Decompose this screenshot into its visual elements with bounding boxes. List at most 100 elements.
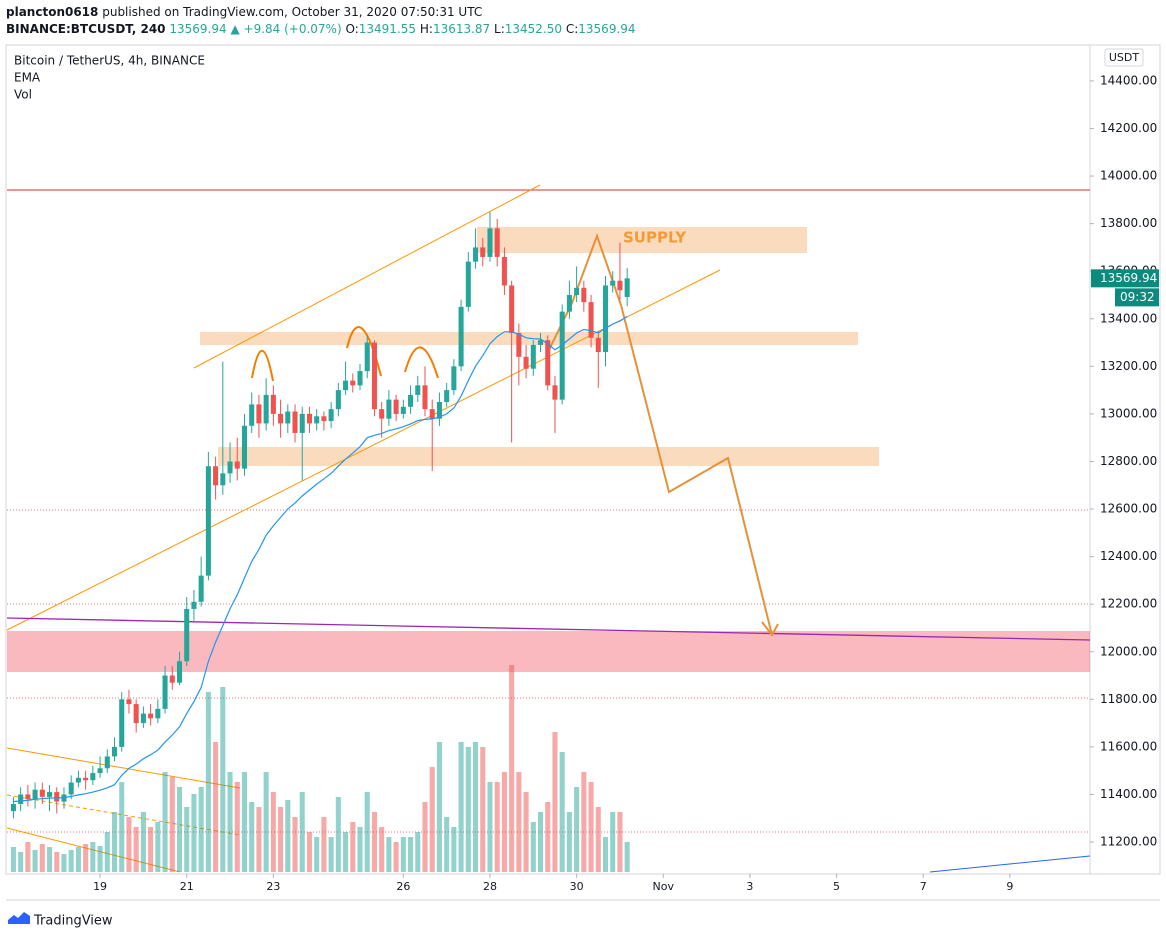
candle-body bbox=[509, 285, 515, 334]
candle-body bbox=[415, 385, 421, 395]
y-tick-label: 14200.00 bbox=[1100, 121, 1157, 135]
candle-body bbox=[47, 792, 53, 797]
candle-body bbox=[408, 394, 414, 407]
candle-body bbox=[184, 608, 190, 662]
x-tick-label: 30 bbox=[570, 880, 584, 893]
volume-bar bbox=[234, 782, 240, 872]
x-tick-label: 26 bbox=[396, 880, 410, 893]
candle-body bbox=[343, 380, 349, 391]
change: ▲ +9.84 (+0.07%) bbox=[230, 22, 342, 36]
candle-body bbox=[83, 777, 89, 781]
annotation: SUPPLY bbox=[623, 229, 687, 247]
volume-bar bbox=[559, 752, 565, 872]
candle-body bbox=[90, 773, 96, 781]
currency-label[interactable]: USDT bbox=[1109, 51, 1140, 64]
y-tick-label: 13400.00 bbox=[1100, 311, 1157, 325]
candle-body bbox=[285, 411, 291, 424]
volume-bar bbox=[501, 772, 507, 872]
price: 13569.94 bbox=[169, 22, 227, 36]
candle-body bbox=[566, 294, 572, 312]
ohlc-value: 13613.87 bbox=[432, 22, 491, 36]
candle-body bbox=[379, 409, 385, 419]
volume-bar bbox=[32, 850, 38, 872]
y-tick-label: 13200.00 bbox=[1100, 359, 1157, 373]
y-tick-label: 13000.00 bbox=[1100, 406, 1157, 420]
volume-bar bbox=[343, 832, 349, 872]
volume-bar bbox=[256, 807, 262, 872]
volume-bar bbox=[480, 747, 486, 872]
candle-body bbox=[451, 366, 457, 391]
candle-body bbox=[169, 675, 175, 683]
candle-body bbox=[422, 385, 428, 410]
volume-bar bbox=[155, 822, 161, 872]
volume-bar bbox=[400, 837, 406, 872]
ohlc-label: L: bbox=[494, 22, 505, 36]
support-zone bbox=[218, 447, 879, 466]
candle-body bbox=[429, 409, 435, 419]
volume-bar bbox=[581, 772, 587, 872]
volume-bar bbox=[75, 847, 81, 872]
volume-bar bbox=[299, 792, 305, 872]
head-arc bbox=[251, 349, 274, 382]
volume-bar bbox=[473, 742, 479, 872]
candle-body bbox=[155, 708, 161, 719]
volume-bar bbox=[422, 802, 428, 872]
volume-bar bbox=[588, 782, 594, 872]
candle-body bbox=[18, 794, 24, 804]
candle-body bbox=[364, 342, 370, 372]
change-value: +9.84 (+0.07%) bbox=[243, 22, 342, 36]
volume-bar bbox=[220, 687, 226, 872]
ema-line bbox=[13, 315, 628, 803]
y-tick-label: 14000.00 bbox=[1100, 169, 1157, 183]
volume-bar bbox=[444, 817, 450, 872]
volume-bar bbox=[335, 797, 341, 872]
candle-body bbox=[97, 768, 103, 774]
channel-line bbox=[193, 184, 541, 369]
candle-body bbox=[610, 280, 616, 286]
volume-bar bbox=[249, 802, 255, 872]
y-tick-label: 13800.00 bbox=[1100, 216, 1157, 230]
volume-bar bbox=[408, 837, 414, 872]
published: published on TradingView.com, October 31… bbox=[102, 5, 483, 19]
volume-bar bbox=[39, 844, 45, 872]
volume-bar bbox=[523, 792, 529, 872]
volume-bar bbox=[458, 742, 464, 872]
candle-body bbox=[191, 601, 197, 609]
volume-bar bbox=[68, 850, 74, 872]
candle-body bbox=[104, 756, 110, 769]
candle-body bbox=[552, 385, 558, 400]
logo-icon bbox=[8, 912, 30, 924]
candle-body bbox=[400, 406, 406, 414]
x-tick-label: Nov bbox=[653, 880, 675, 893]
y-tick-label: 12400.00 bbox=[1100, 549, 1157, 563]
currency-badge[interactable] bbox=[1104, 48, 1144, 67]
candle-body bbox=[227, 461, 233, 474]
volume-bar bbox=[119, 782, 125, 872]
volume-bar bbox=[198, 787, 204, 872]
countdown-label: 09:32 bbox=[1120, 290, 1155, 304]
volume-bar bbox=[176, 787, 183, 872]
volume-bar bbox=[61, 854, 67, 872]
supply-zone bbox=[477, 227, 807, 253]
volume-bar bbox=[169, 777, 175, 872]
candle-body bbox=[436, 402, 442, 419]
y-tick-label: 14400.00 bbox=[1100, 73, 1157, 87]
ohlc-line: BINANCE:BTCUSDT, 240 13569.94 ▲ +9.84 (+… bbox=[6, 21, 636, 38]
candle-body bbox=[480, 247, 486, 257]
trend-line bbox=[6, 747, 241, 789]
volume-bar bbox=[25, 842, 31, 872]
head-arc bbox=[404, 346, 439, 379]
candle-body bbox=[25, 794, 31, 800]
ohlc-value: 13569.94 bbox=[578, 22, 636, 36]
legend-entry: EMA bbox=[14, 71, 41, 85]
volume-bar bbox=[270, 792, 276, 872]
x-tick-label: 9 bbox=[1006, 880, 1013, 893]
author-line: plancton0618 published on TradingView.co… bbox=[6, 4, 636, 21]
chart-title: Bitcoin / TetherUS, 4h, BINANCE bbox=[14, 54, 205, 68]
volume-bar bbox=[602, 837, 609, 872]
volume-bar bbox=[617, 812, 623, 872]
x-tick-label: 7 bbox=[920, 880, 927, 893]
candle-body bbox=[133, 704, 139, 724]
volume-bar bbox=[47, 847, 53, 872]
